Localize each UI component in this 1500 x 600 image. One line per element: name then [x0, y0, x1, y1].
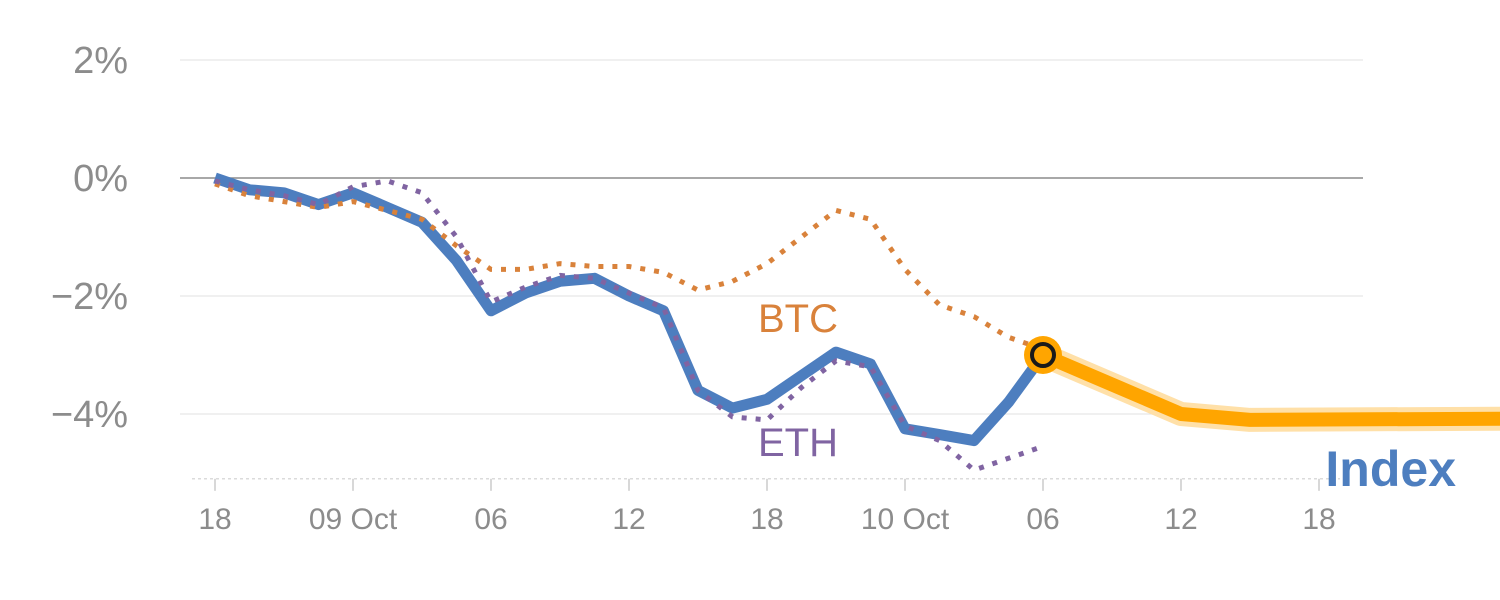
x-tick-label-0: 18 — [198, 503, 231, 536]
series-line-projection — [1038, 343, 1500, 432]
index-label: Index — [1325, 441, 1456, 497]
x-axis-ticks: 18 09 Oct 06 12 18 10 Oct 06 12 18 — [198, 478, 1336, 536]
x-tick-label-8: 18 — [1302, 503, 1335, 536]
x-tick-label-6: 06 — [1026, 503, 1059, 536]
x-tick-label-3: 12 — [612, 503, 645, 536]
y-tick-label-2: −2% — [51, 276, 128, 318]
eth-label: ETH — [758, 421, 838, 465]
x-tick-label-7: 12 — [1164, 503, 1197, 536]
y-tick-label-0: 2% — [73, 40, 128, 82]
current-value-marker-inner — [1030, 342, 1056, 368]
series-line-projection-core — [1040, 348, 1500, 427]
series-labels: BTC ETH Index — [758, 297, 1456, 497]
x-tick-label-4: 18 — [750, 503, 783, 536]
y-tick-label-1: 0% — [73, 158, 128, 200]
y-axis-ticks: 2% 0% −2% −4% — [51, 40, 128, 436]
btc-label: BTC — [758, 297, 838, 341]
x-tick-label-5: 10 Oct — [861, 503, 950, 536]
series-lines — [213, 172, 1500, 473]
markers — [1024, 336, 1062, 374]
x-tick-label-2: 06 — [474, 503, 507, 536]
x-tick-label-1: 09 Oct — [309, 503, 398, 536]
series-line-index — [213, 172, 1048, 447]
series-line-btc — [214, 181, 1044, 352]
series-line-eth — [214, 178, 1044, 473]
y-tick-label-3: −4% — [51, 394, 128, 436]
